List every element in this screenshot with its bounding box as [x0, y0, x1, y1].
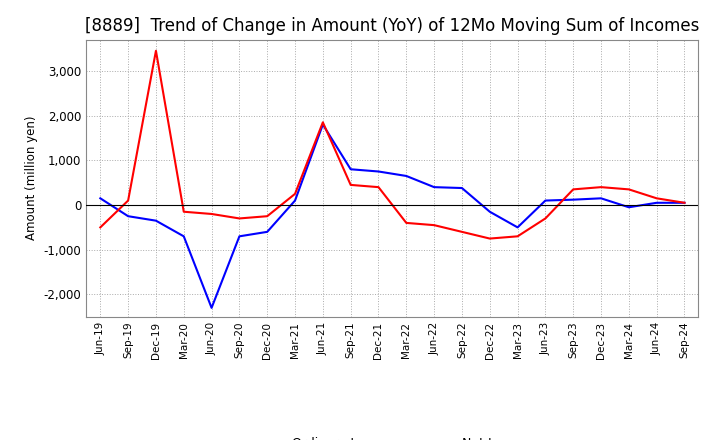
Legend: Ordinary Income, Net Income: Ordinary Income, Net Income — [246, 432, 539, 440]
Ordinary Income — [402, 173, 410, 179]
Line: Net Income: Net Income — [100, 51, 685, 238]
Ordinary Income — [624, 205, 633, 210]
Net Income — [152, 48, 161, 53]
Net Income — [124, 198, 132, 203]
Ordinary Income — [346, 167, 355, 172]
Ordinary Income — [124, 213, 132, 219]
Ordinary Income — [263, 229, 271, 235]
Net Income — [485, 236, 494, 241]
Y-axis label: Amount (million yen): Amount (million yen) — [25, 116, 38, 240]
Line: Ordinary Income: Ordinary Income — [100, 125, 685, 308]
Net Income — [374, 184, 383, 190]
Net Income — [179, 209, 188, 214]
Net Income — [402, 220, 410, 226]
Net Income — [346, 182, 355, 187]
Ordinary Income — [96, 196, 104, 201]
Net Income — [569, 187, 577, 192]
Ordinary Income — [152, 218, 161, 224]
Ordinary Income — [318, 122, 327, 127]
Ordinary Income — [652, 200, 661, 205]
Net Income — [318, 120, 327, 125]
Ordinary Income — [430, 184, 438, 190]
Ordinary Income — [485, 209, 494, 214]
Net Income — [458, 229, 467, 235]
Net Income — [235, 216, 243, 221]
Ordinary Income — [179, 234, 188, 239]
Net Income — [624, 187, 633, 192]
Ordinary Income — [680, 200, 689, 205]
Net Income — [430, 223, 438, 228]
Ordinary Income — [291, 198, 300, 203]
Net Income — [263, 213, 271, 219]
Ordinary Income — [513, 225, 522, 230]
Net Income — [513, 234, 522, 239]
Ordinary Income — [541, 198, 550, 203]
Net Income — [207, 211, 216, 216]
Ordinary Income — [597, 196, 606, 201]
Net Income — [652, 196, 661, 201]
Ordinary Income — [569, 197, 577, 202]
Ordinary Income — [374, 169, 383, 174]
Net Income — [680, 200, 689, 205]
Ordinary Income — [458, 185, 467, 191]
Title: [8889]  Trend of Change in Amount (YoY) of 12Mo Moving Sum of Incomes: [8889] Trend of Change in Amount (YoY) o… — [85, 17, 700, 35]
Net Income — [96, 225, 104, 230]
Net Income — [597, 184, 606, 190]
Ordinary Income — [207, 305, 216, 311]
Ordinary Income — [235, 234, 243, 239]
Net Income — [541, 216, 550, 221]
Net Income — [291, 191, 300, 197]
